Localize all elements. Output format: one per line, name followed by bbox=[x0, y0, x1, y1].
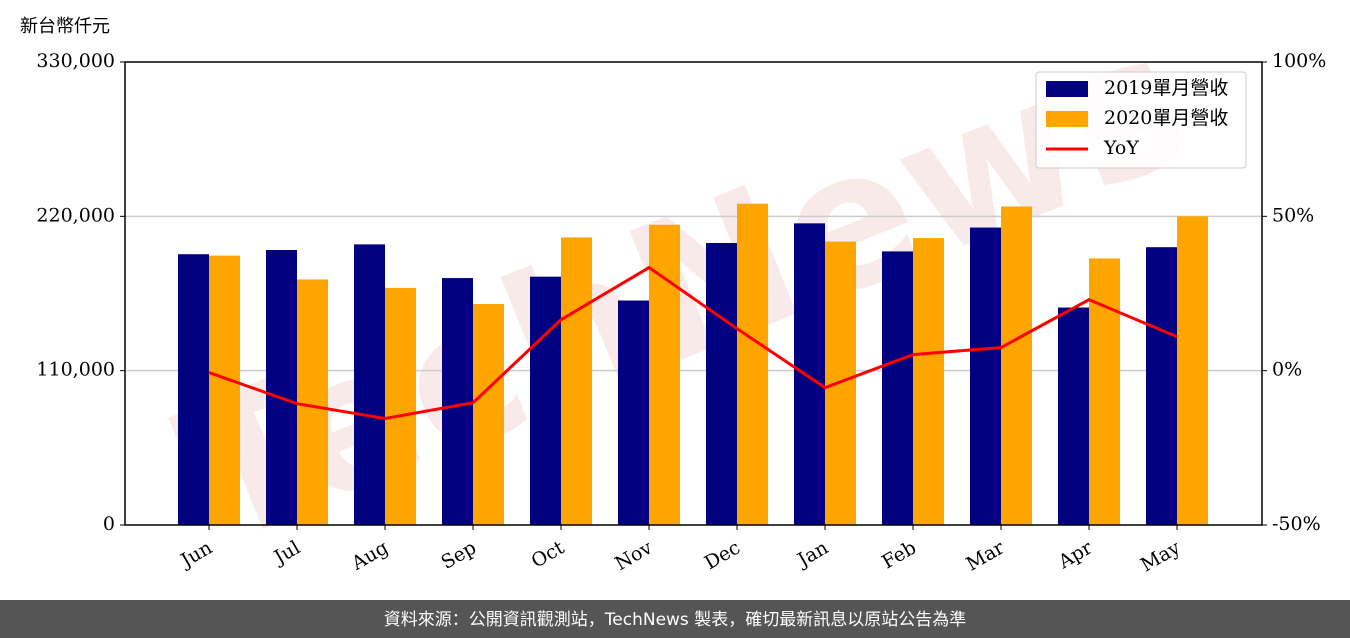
bar bbox=[737, 203, 768, 525]
footer-bar bbox=[0, 600, 1350, 638]
bar bbox=[209, 255, 240, 526]
y2-tick-label: -50% bbox=[1272, 513, 1321, 535]
legend-label: 2020單月營收 bbox=[1104, 107, 1228, 129]
line bbox=[208, 265, 1178, 421]
x-tick-label: Feb bbox=[878, 537, 920, 574]
y-tick-label: 110,000 bbox=[36, 359, 115, 381]
y2-tick-label: 50% bbox=[1272, 204, 1314, 226]
y2-tick-label: 100% bbox=[1272, 50, 1326, 72]
y-tick-label: 0 bbox=[103, 513, 115, 535]
bar bbox=[1089, 258, 1120, 525]
bar bbox=[561, 237, 592, 525]
bar bbox=[297, 279, 328, 525]
bar bbox=[266, 250, 297, 526]
x-tick-label: May bbox=[1137, 536, 1184, 576]
y-tick-label: 330,000 bbox=[36, 50, 115, 72]
bar bbox=[385, 287, 416, 525]
bar bbox=[794, 223, 825, 525]
legend-swatch bbox=[1046, 81, 1088, 97]
bar bbox=[1177, 216, 1208, 526]
x-tick-label: Apr bbox=[1054, 536, 1097, 573]
x-tick-label: Sep bbox=[437, 537, 480, 574]
legend-label: YoY bbox=[1103, 137, 1139, 159]
x-tick-label: Nov bbox=[611, 536, 656, 575]
bar bbox=[706, 242, 737, 525]
bar bbox=[354, 244, 385, 526]
bar bbox=[178, 254, 209, 525]
plot-frame bbox=[124, 61, 1263, 526]
x-tick-label: Dec bbox=[701, 537, 744, 575]
legend-box bbox=[1035, 71, 1247, 169]
bar bbox=[882, 251, 913, 525]
x-tick-label: Aug bbox=[347, 537, 392, 576]
footer: 資料來源：公開資訊觀測站，TechNews 製表，確切最新訊息以原站公告為準 bbox=[384, 610, 966, 630]
bar bbox=[1058, 307, 1089, 525]
bar bbox=[442, 278, 473, 525]
bar bbox=[473, 304, 504, 525]
bar bbox=[530, 276, 561, 525]
x-tick-label: Mar bbox=[962, 536, 1008, 575]
y-tick-label: 220,000 bbox=[36, 204, 115, 226]
bar bbox=[1001, 206, 1032, 525]
bar bbox=[649, 224, 680, 525]
bar bbox=[618, 300, 649, 525]
bar bbox=[913, 238, 944, 525]
legend-label: 2019單月營收 bbox=[1104, 77, 1228, 99]
x-tick-label: Jan bbox=[792, 537, 832, 573]
legend-swatch bbox=[1046, 111, 1088, 127]
bar bbox=[970, 227, 1001, 526]
y2-tick-label: 0% bbox=[1272, 359, 1302, 381]
x-tick-label: Oct bbox=[528, 536, 569, 572]
y-axis-label: 新台幣仟元 bbox=[20, 16, 110, 37]
bar bbox=[1146, 247, 1177, 525]
x-tick-label: Jun bbox=[175, 537, 216, 573]
